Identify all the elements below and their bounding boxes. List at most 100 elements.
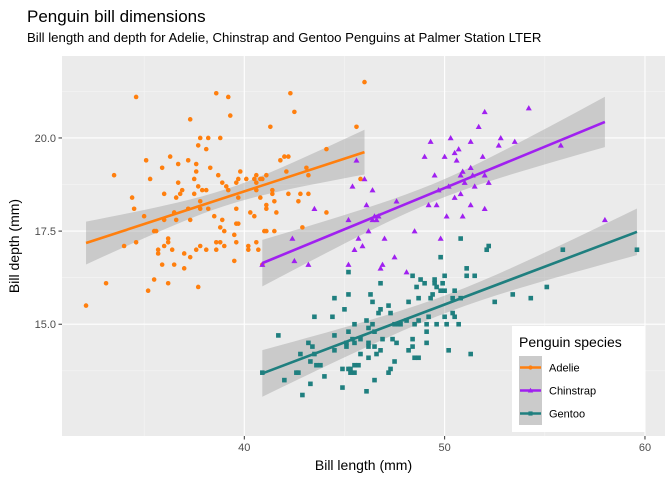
point-gentoo	[442, 273, 447, 279]
point-chinstrap	[557, 142, 564, 148]
point-gentoo	[426, 314, 431, 320]
point-chinstrap	[345, 261, 352, 267]
point-adelie	[278, 158, 283, 163]
point-adelie	[121, 243, 127, 249]
point-adelie	[358, 176, 363, 182]
point-adelie	[219, 217, 225, 223]
point-gentoo	[344, 344, 349, 349]
grid-minor	[62, 56, 665, 436]
point-adelie	[159, 165, 165, 171]
point-adelie	[159, 262, 165, 267]
point-gentoo	[366, 340, 371, 346]
point-chinstrap	[601, 216, 608, 223]
point-gentoo	[434, 284, 439, 290]
point-gentoo	[432, 280, 437, 286]
point-adelie	[227, 113, 233, 118]
point-adelie	[306, 172, 311, 178]
legend-label: Adelie	[549, 363, 580, 375]
point-chinstrap	[459, 213, 466, 219]
point-adelie	[143, 158, 149, 163]
point-gentoo	[560, 247, 566, 253]
point-chinstrap	[311, 205, 318, 211]
point-gentoo	[346, 269, 351, 275]
x-tick-label: 40	[238, 442, 250, 454]
point-chinstrap	[495, 142, 502, 148]
point-chinstrap	[377, 265, 384, 271]
legend-label: Gentoo	[549, 409, 585, 421]
point-adelie	[258, 195, 263, 200]
point-chinstrap	[411, 228, 418, 234]
point-adelie	[300, 225, 305, 230]
y-tick-label: 20.0	[35, 133, 56, 145]
chart-title: Penguin bill dimensions	[27, 7, 206, 26]
point-adelie	[151, 277, 157, 282]
point-gentoo	[308, 359, 313, 364]
point-gentoo	[314, 362, 319, 368]
point-gentoo	[416, 318, 421, 323]
point-gentoo	[404, 318, 409, 323]
point-chinstrap	[481, 205, 488, 211]
point-adelie	[193, 169, 199, 174]
point-chinstrap	[467, 138, 474, 144]
point-adelie	[306, 191, 311, 197]
point-chinstrap	[351, 246, 358, 252]
point-adelie	[155, 251, 161, 256]
point-gentoo	[510, 292, 516, 297]
point-adelie	[205, 135, 211, 141]
point-adelie	[191, 176, 197, 182]
point-adelie	[165, 236, 171, 241]
point-chinstrap	[431, 172, 438, 178]
point-chinstrap	[455, 146, 462, 152]
point-chinstrap	[403, 269, 410, 275]
point-adelie	[221, 228, 227, 234]
point-gentoo	[468, 351, 473, 357]
point-adelie	[153, 228, 159, 234]
point-adelie	[187, 117, 193, 122]
x-tick-label: 50	[439, 442, 451, 454]
point-adelie	[173, 217, 179, 223]
point-adelie	[195, 143, 201, 148]
point-adelie	[213, 239, 219, 245]
point-gentoo	[310, 344, 315, 349]
point-adelie	[181, 266, 187, 271]
point-gentoo	[456, 321, 461, 327]
point-adelie	[213, 90, 219, 96]
y-axis: 15.0 17.5 20.0	[35, 133, 62, 331]
legend-item-gentoo: Gentoo	[519, 402, 585, 425]
point-chinstrap	[369, 216, 376, 223]
point-gentoo	[412, 355, 417, 361]
point-chinstrap	[381, 235, 388, 241]
point-adelie	[175, 161, 181, 167]
point-chinstrap	[393, 198, 400, 204]
legend-label: Chinstrap	[549, 386, 596, 398]
point-gentoo	[374, 351, 379, 357]
x-axis-title: Bill length (mm)	[315, 457, 412, 473]
point-adelie	[145, 288, 151, 294]
point-gentoo	[378, 348, 383, 353]
point-gentoo	[472, 273, 477, 279]
point-chinstrap	[361, 175, 368, 182]
point-gentoo	[356, 362, 361, 368]
point-adelie	[211, 213, 217, 219]
point-gentoo	[348, 370, 353, 375]
point-gentoo	[332, 333, 337, 338]
point-adelie	[286, 154, 291, 159]
point-gentoo	[406, 348, 411, 353]
point-gentoo	[410, 336, 415, 342]
point-chinstrap	[427, 138, 434, 144]
point-chinstrap	[451, 194, 458, 200]
point-adelie	[83, 303, 89, 308]
point-gentoo	[544, 284, 550, 290]
point-gentoo	[322, 374, 327, 379]
point-gentoo	[376, 310, 381, 316]
point-adelie	[133, 239, 139, 245]
point-adelie	[219, 180, 225, 185]
point-adelie	[169, 247, 175, 253]
point-adelie	[187, 217, 193, 223]
point-gentoo	[346, 329, 351, 334]
point-adelie	[225, 187, 231, 193]
legend-title: Penguin species	[519, 334, 622, 350]
point-gentoo	[446, 348, 451, 353]
point-gentoo	[416, 355, 421, 361]
x-axis: 40 50 60	[238, 436, 651, 454]
